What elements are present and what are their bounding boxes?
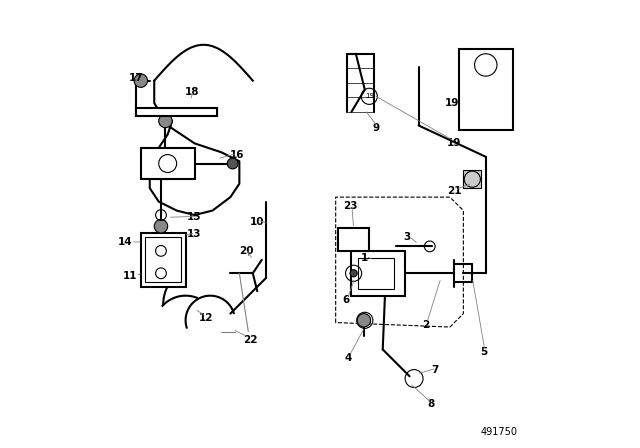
Text: 8: 8 bbox=[428, 399, 435, 409]
Bar bbox=[141, 148, 195, 179]
Bar bbox=[338, 228, 369, 251]
Bar bbox=[463, 170, 481, 188]
Text: 3: 3 bbox=[404, 233, 411, 242]
Text: 21: 21 bbox=[447, 186, 461, 196]
Text: 10: 10 bbox=[250, 217, 264, 227]
Text: 19: 19 bbox=[365, 93, 374, 99]
Bar bbox=[141, 233, 186, 287]
Bar bbox=[351, 251, 405, 296]
Circle shape bbox=[154, 220, 168, 233]
Circle shape bbox=[361, 317, 369, 324]
Text: 23: 23 bbox=[343, 201, 358, 211]
Circle shape bbox=[159, 114, 172, 128]
Bar bbox=[358, 258, 394, 289]
Circle shape bbox=[134, 74, 148, 87]
Text: 5: 5 bbox=[480, 347, 487, 357]
Text: 4: 4 bbox=[344, 353, 351, 363]
Text: 19: 19 bbox=[447, 138, 461, 148]
Text: 13: 13 bbox=[186, 229, 201, 239]
Text: 20: 20 bbox=[239, 246, 253, 256]
Text: 16: 16 bbox=[230, 150, 244, 159]
Text: 11: 11 bbox=[122, 271, 137, 280]
Bar bbox=[459, 49, 513, 130]
Text: 18: 18 bbox=[185, 87, 200, 97]
Text: 9: 9 bbox=[372, 123, 380, 133]
Text: 12: 12 bbox=[198, 313, 213, 323]
Text: 17: 17 bbox=[129, 73, 143, 83]
Text: 14: 14 bbox=[118, 237, 132, 247]
Text: 6: 6 bbox=[342, 295, 349, 305]
Circle shape bbox=[350, 270, 357, 277]
Bar bbox=[145, 237, 181, 282]
Bar bbox=[136, 108, 217, 116]
Polygon shape bbox=[463, 94, 508, 121]
Text: 2: 2 bbox=[422, 320, 429, 330]
Circle shape bbox=[357, 314, 371, 327]
Text: 7: 7 bbox=[431, 365, 439, 375]
Circle shape bbox=[227, 158, 238, 169]
Text: 1: 1 bbox=[361, 253, 369, 263]
Text: 491750: 491750 bbox=[481, 427, 518, 437]
Text: 22: 22 bbox=[243, 336, 258, 345]
Text: 15: 15 bbox=[188, 212, 202, 222]
Text: 19: 19 bbox=[445, 98, 460, 108]
